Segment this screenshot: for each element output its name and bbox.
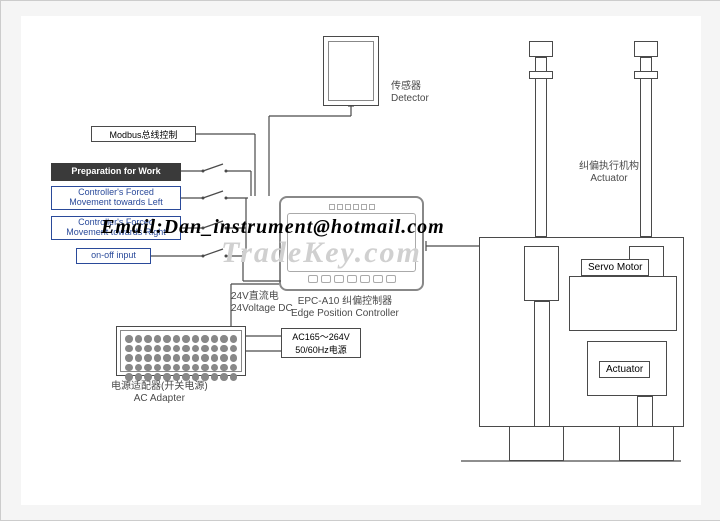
watermark-tradekey: TradeKey.com — [221, 236, 422, 270]
diagram-canvas: 传感器 Detector Modbus总线控制 Preparation for … — [0, 0, 720, 521]
watermark-email: Email:Dan_instrument@hotmail.com — [101, 216, 445, 239]
diagram-inner: 传感器 Detector Modbus总线控制 Preparation for … — [21, 16, 701, 505]
